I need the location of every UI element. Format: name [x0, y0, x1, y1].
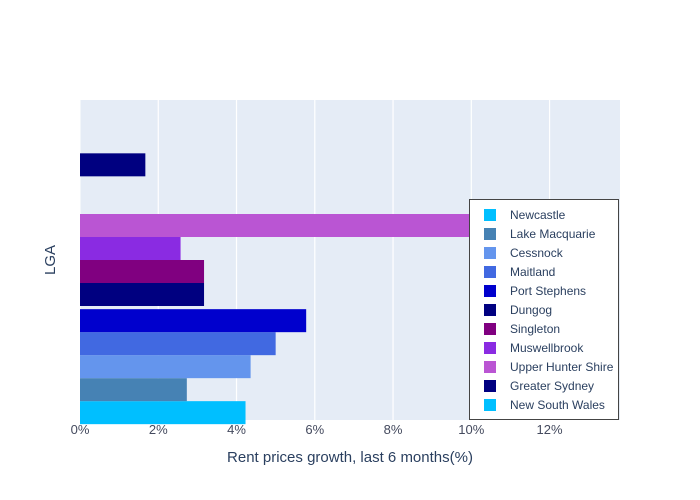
x-tick-label: 12% [537, 422, 563, 437]
x-tick-label: 8% [384, 422, 403, 437]
legend-swatch [484, 266, 496, 278]
legend-entry: Lake Macquarie [510, 227, 596, 241]
x-tick-labels: 0% 2% 4% 6% 8% 10% 12% [71, 422, 563, 437]
bar-cessnock [80, 355, 251, 379]
bar-dungog [80, 283, 205, 306]
legend-entry: Port Stephens [510, 284, 586, 298]
bar-singleton [80, 260, 205, 283]
x-tick-label: 4% [227, 422, 246, 437]
legend-swatch [484, 342, 496, 354]
bar-upper-hunter-shire [80, 214, 596, 237]
legend-entry: New South Wales [510, 398, 605, 412]
legend-entry: Singleton [510, 322, 560, 336]
bar-maitland [80, 332, 276, 356]
legend-entry: Greater Sydney [510, 379, 594, 393]
bar-lake-macquarie [80, 378, 187, 402]
bar-port-stephens [80, 309, 307, 333]
x-tick-label: 10% [458, 422, 484, 437]
legend-swatch [484, 380, 496, 392]
legend-swatch [484, 228, 496, 240]
legend-entry: Upper Hunter Shire [510, 360, 614, 374]
legend-swatch [484, 323, 496, 335]
legend-entry: Maitland [510, 265, 555, 279]
legend-swatch [484, 304, 496, 316]
x-tick-label: 2% [149, 422, 168, 437]
bar-newcastle [80, 401, 246, 425]
legend-entry: Cessnock [510, 246, 564, 260]
legend-swatch [484, 361, 496, 373]
legend-swatch [484, 285, 496, 297]
legend-entry: Newcastle [510, 208, 566, 222]
legend-swatch [484, 247, 496, 259]
legend-entry: Muswellbrook [510, 341, 584, 355]
x-tick-label: 0% [71, 422, 90, 437]
bar-greater-sydney [80, 153, 146, 177]
bars [80, 153, 596, 425]
x-tick-label: 6% [305, 422, 324, 437]
legend-swatch [484, 399, 496, 411]
x-axis-title: Rent prices growth, last 6 months(%) [227, 449, 473, 466]
y-axis-title: LGA [42, 245, 59, 275]
legend-swatch [484, 209, 496, 221]
bar-muswellbrook [80, 237, 181, 260]
legend-entry: Dungog [510, 303, 552, 317]
legend: Newcastle Lake Macquarie Cessnock Maitland P… [469, 199, 619, 420]
